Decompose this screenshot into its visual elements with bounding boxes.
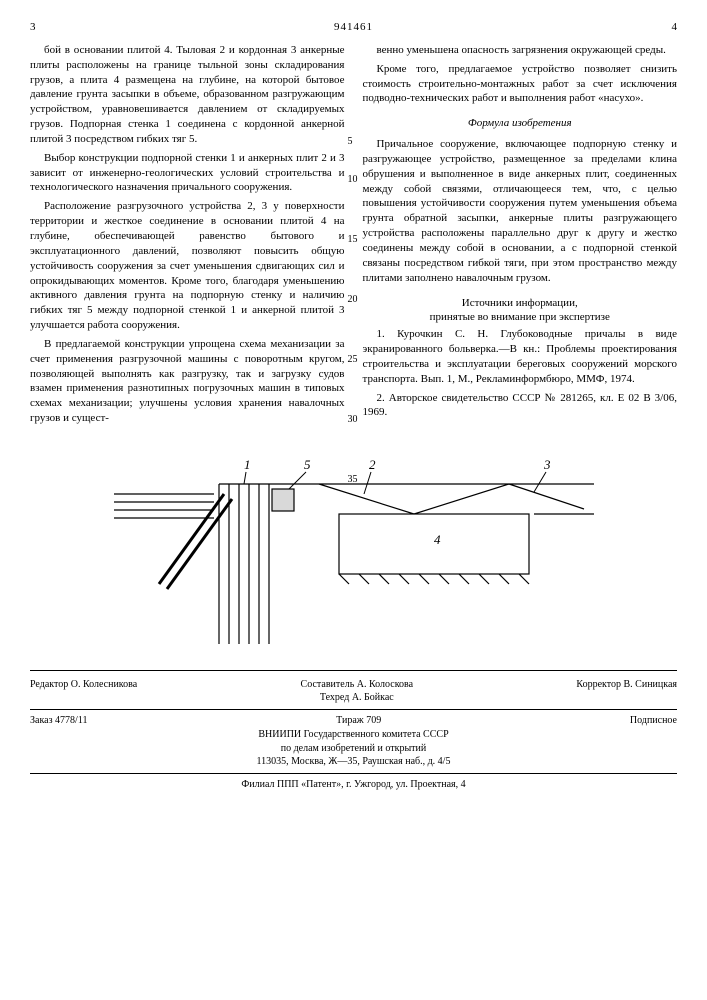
sources-title: Источники информации, принятые во вниман…	[363, 296, 678, 326]
line-mark: 25	[348, 353, 358, 367]
org-line: ВНИИПИ Государственного комитета СССР	[30, 728, 677, 742]
line-mark: 10	[348, 173, 358, 187]
line-mark: 20	[348, 293, 358, 307]
page-left: 3	[30, 20, 36, 35]
paragraph: Кроме того, предлагаемое устройство позв…	[363, 62, 678, 107]
paragraph: 1. Курочкин С. Н. Глубоководные причалы …	[363, 327, 678, 386]
address-line: Филиал ППП «Патент», г. Ужгород, ул. Про…	[30, 778, 677, 792]
paragraph: бой в основании плитой 4. Тыловая 2 и ко…	[30, 43, 345, 147]
paragraph: Выбор конструкции подпорной стенки 1 и а…	[30, 151, 345, 196]
header-row: 3 941461 4	[30, 20, 677, 35]
sources-line: Источники информации,	[462, 297, 578, 309]
paragraph: В предлагаемой конструкции упрощена схем…	[30, 337, 345, 426]
address-line: 113035, Москва, Ж—35, Раушская наб., д. …	[30, 755, 677, 769]
doc-number: 941461	[334, 20, 373, 35]
compiler: Составитель А. КолосковаТехред А. Бойкас	[301, 678, 414, 705]
paragraph: Причальное сооружение, включающее подпор…	[363, 137, 678, 285]
diagram-label-1: 1	[244, 457, 251, 472]
line-mark: 15	[348, 233, 358, 247]
paragraph: 2. Авторское свидетельство СССР № 281265…	[363, 391, 678, 421]
tirazh: Тираж 709	[336, 714, 381, 728]
formula-title: Формула изобретения	[363, 116, 678, 131]
editor: Редактор О. Колесникова	[30, 678, 137, 705]
page-right: 4	[672, 20, 678, 35]
order: Заказ 4778/11	[30, 714, 87, 728]
paragraph: Расположение разгрузочного устройства 2,…	[30, 199, 345, 333]
sources-line: принятые во внимание при экспертизе	[430, 311, 610, 323]
subscription: Подписное	[630, 714, 677, 728]
body-text: 5 10 15 20 25 30 35 бой в основании плит…	[30, 43, 677, 430]
corrector: Корректор В. Синицкая	[576, 678, 677, 705]
diagram-label-3: 3	[543, 457, 551, 472]
line-mark: 30	[348, 413, 358, 427]
paragraph: венно уменьшена опасность загрязнения ок…	[363, 43, 678, 58]
diagram-label-2: 2	[369, 457, 376, 472]
org-line: по делам изобретений и открытий	[30, 742, 677, 756]
line-mark: 5	[348, 135, 353, 149]
diagram-label-4: 4	[434, 532, 441, 547]
left-column: бой в основании плитой 4. Тыловая 2 и ко…	[30, 43, 345, 430]
right-column: венно уменьшена опасность загрязнения ок…	[363, 43, 678, 430]
line-mark: 35	[348, 473, 358, 487]
footer: Редактор О. Колесникова Составитель А. К…	[30, 670, 677, 792]
diagram-label-5: 5	[304, 457, 311, 472]
